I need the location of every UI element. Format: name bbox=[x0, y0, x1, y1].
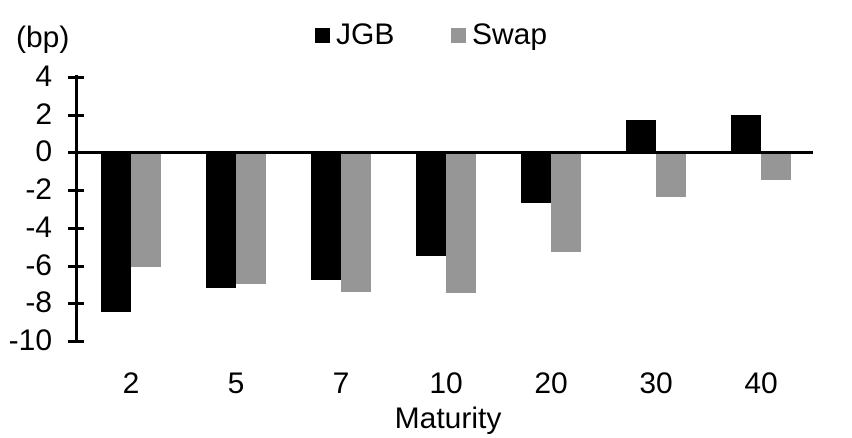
bar-swap-20 bbox=[551, 152, 581, 252]
bar-swap-10 bbox=[446, 152, 476, 293]
x-tick-label: 30 bbox=[639, 367, 673, 400]
bar-jgb-10 bbox=[416, 152, 446, 256]
y-tick-label: -4 bbox=[25, 211, 52, 244]
y-tick-label: -2 bbox=[25, 173, 52, 206]
y-tick-label: -8 bbox=[25, 286, 52, 319]
y-axis-line bbox=[75, 75, 78, 343]
bar-jgb-2 bbox=[101, 152, 131, 312]
x-axis-title: Maturity bbox=[394, 402, 502, 435]
bar-jgb-5 bbox=[206, 152, 236, 288]
y-tick bbox=[68, 189, 84, 192]
bar-jgb-30 bbox=[626, 120, 656, 152]
legend-swatch-jgb bbox=[315, 27, 330, 43]
x-tick-label: 5 bbox=[227, 367, 245, 400]
bar-swap-2 bbox=[131, 152, 161, 267]
x-tick-label: 10 bbox=[429, 367, 463, 400]
y-tick bbox=[68, 76, 84, 79]
x-tick-label: 40 bbox=[744, 367, 778, 400]
legend-label-jgb: JGB bbox=[336, 18, 395, 51]
y-tick bbox=[68, 114, 84, 117]
legend-item-jgb: JGB bbox=[315, 17, 394, 53]
bar-jgb-7 bbox=[311, 152, 341, 280]
y-tick-label: -6 bbox=[25, 249, 52, 282]
x-tick-label: 7 bbox=[332, 367, 350, 400]
y-axis-unit-label: (bp) bbox=[16, 21, 70, 54]
y-tick bbox=[68, 265, 84, 268]
bar-jgb-40 bbox=[731, 115, 761, 153]
zero-baseline bbox=[75, 151, 813, 154]
legend-swatch-swap bbox=[451, 27, 466, 43]
bar-swap-30 bbox=[656, 152, 686, 197]
y-tick-label: 0 bbox=[35, 135, 52, 168]
y-tick-label: -10 bbox=[8, 324, 52, 357]
bar-swap-5 bbox=[236, 152, 266, 284]
y-tick-label: 2 bbox=[35, 98, 52, 131]
bar-swap-7 bbox=[341, 152, 371, 292]
y-tick bbox=[68, 340, 84, 343]
x-tick-label: 2 bbox=[122, 367, 140, 400]
y-tick bbox=[68, 302, 84, 305]
x-tick-label: 20 bbox=[534, 367, 568, 400]
y-tick-label: 4 bbox=[35, 60, 52, 93]
bar-swap-40 bbox=[761, 152, 791, 180]
legend-label-swap: Swap bbox=[472, 18, 548, 51]
y-tick bbox=[68, 227, 84, 230]
bar-jgb-20 bbox=[521, 152, 551, 203]
legend-item-swap: Swap bbox=[451, 17, 547, 53]
